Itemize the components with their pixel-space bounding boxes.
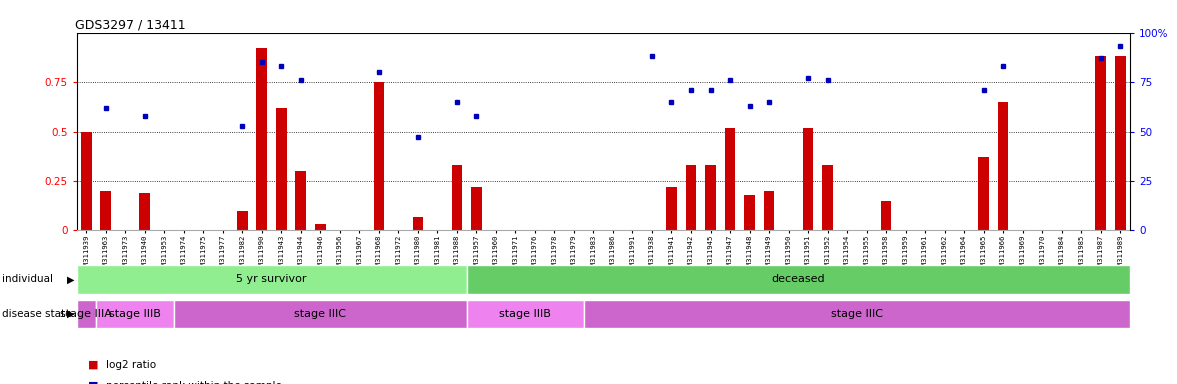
Bar (744, 195, 754, 230)
Bar (97, 300, 174, 328)
Bar (81, 131, 92, 230)
Bar (77, 265, 466, 294)
Bar (764, 191, 774, 230)
Bar (77, 300, 97, 328)
Text: percentile rank within the sample: percentile rank within the sample (106, 381, 281, 384)
Text: stage IIIA: stage IIIA (60, 309, 112, 319)
Bar (466, 265, 1130, 294)
Bar (471, 187, 481, 230)
Text: ▶: ▶ (67, 274, 74, 285)
Bar (978, 157, 989, 230)
Text: deceased: deceased (771, 274, 825, 285)
Bar (373, 82, 384, 230)
Bar (412, 217, 424, 230)
Text: log2 ratio: log2 ratio (106, 360, 157, 370)
Bar (275, 108, 287, 230)
Text: stage IIIC: stage IIIC (831, 309, 883, 319)
Bar (452, 165, 463, 230)
Bar (1115, 56, 1125, 230)
Bar (1096, 56, 1106, 230)
Bar (803, 127, 813, 230)
Bar (139, 193, 151, 230)
Bar (466, 300, 584, 328)
Text: stage IIIC: stage IIIC (294, 309, 346, 319)
Bar (257, 48, 267, 230)
Text: individual: individual (2, 274, 53, 285)
Bar (100, 191, 111, 230)
Bar (295, 171, 306, 230)
Bar (584, 300, 1130, 328)
Bar (174, 300, 466, 328)
Bar (705, 165, 716, 230)
Bar (666, 187, 677, 230)
Text: ▶: ▶ (67, 309, 74, 319)
Bar (315, 225, 326, 230)
Bar (725, 127, 736, 230)
Text: ■: ■ (88, 381, 99, 384)
Bar (686, 165, 697, 230)
Bar (998, 102, 1009, 230)
Bar (880, 201, 891, 230)
Text: GDS3297 / 13411: GDS3297 / 13411 (75, 18, 186, 31)
Text: 5 yr survivor: 5 yr survivor (237, 274, 307, 285)
Bar (823, 165, 833, 230)
Text: stage IIIB: stage IIIB (499, 309, 551, 319)
Text: stage IIIB: stage IIIB (109, 309, 161, 319)
Text: ■: ■ (88, 360, 99, 370)
Bar (237, 210, 247, 230)
Text: disease state: disease state (2, 309, 72, 319)
